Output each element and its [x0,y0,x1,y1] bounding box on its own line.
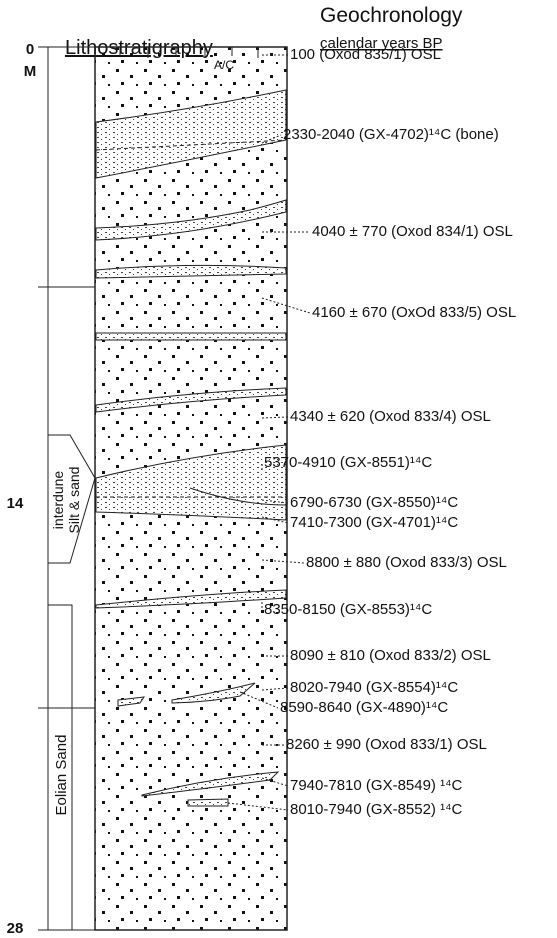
leader-line [239,691,279,709]
dates: 100 (Oxod 835/1) OSL 2330-2040 (GX-4702)¹… [227,46,516,818]
right-subtitle: calendar years BP [320,35,443,52]
leader-line [261,134,282,144]
depth-top: 0 [26,41,34,58]
date-label: 8800 ± 880 (Oxod 833/3) OSL [306,554,507,571]
leader-line [261,297,311,314]
leader-line [261,416,289,419]
date-label: 8590-8640 (GX-4890)¹⁴C [280,699,448,716]
leader-line [261,559,305,564]
date-label: 100 (Oxod 835/1) OSL [290,46,441,63]
date-label: 4340 ± 620 (Oxod 833/4) OSL [290,408,491,425]
leader-line [261,687,289,691]
interdune-label: interdune [50,471,66,530]
date-label: 5370-4910 (GX-8551)¹⁴C [264,454,432,471]
date-label: 8010-7940 (GX-8552) ¹⁴C [290,801,463,818]
right-title: Geochronology [320,4,463,27]
date-label: 2330-2040 (GX-4702)¹⁴C (bone) [283,126,499,143]
date-label: 8020-7940 (GX-8554)¹⁴C [290,679,458,696]
leader-line [261,777,289,787]
silt-sand-label: Silt & sand [66,467,82,534]
leader-line [261,499,289,504]
date-label: 8090 ± 810 (Oxod 833/2) OSL [290,647,491,664]
interdune-bracket [47,434,96,564]
eolian-label: Eolian Sand [53,735,70,816]
leader-line [261,516,289,524]
date-label: 7940-7810 (GX-8549) ¹⁴C [290,777,463,794]
date-label: 8350-8150 (GX-8553)¹⁴C [264,601,432,618]
depth-unit: M [24,63,37,80]
date-label: 4040 ± 770 (Oxod 834/1) OSL [312,223,513,240]
date-label: 6790-6730 (GX-8550)¹⁴C [290,494,458,511]
soil-horizon: A/C [214,58,234,72]
soil-ticks [119,47,259,58]
depth-bottom: 28 [7,920,24,937]
silt-beds [95,89,287,807]
date-label: 4160 ± 670 (OxOd 833/5) OSL [312,304,516,321]
date-label: 8260 ± 990 (Oxod 833/1) OSL [286,736,487,753]
date-label: 7410-7300 (GX-4701)¹⁴C [290,514,458,531]
eolian-box [47,604,73,931]
depth-middle: 14 [7,495,24,512]
